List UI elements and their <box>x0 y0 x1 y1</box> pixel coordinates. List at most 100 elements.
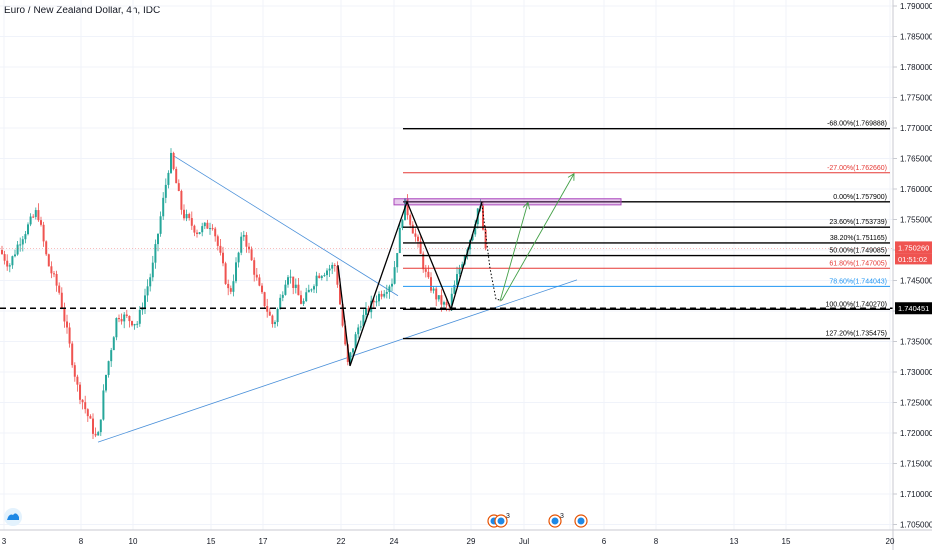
candle-body <box>411 224 414 234</box>
price-tick-label: 1.725000 <box>900 399 932 408</box>
time-tick-label: 8 <box>654 537 659 546</box>
candle-body <box>40 220 42 225</box>
price-tick-label: 1.715000 <box>900 460 932 469</box>
lower-trendline <box>97 279 578 443</box>
last-price-value: 1.750260 <box>898 243 929 252</box>
candle-body <box>315 275 318 287</box>
candle-body <box>118 318 120 320</box>
candle-body <box>328 268 331 271</box>
candle-body <box>229 288 232 292</box>
candle-body <box>352 348 354 353</box>
candle-body <box>92 418 94 434</box>
candle-body <box>393 267 396 284</box>
candle-body <box>320 276 323 278</box>
candle-body <box>71 343 74 366</box>
candle-body <box>344 325 347 345</box>
candle-body <box>133 324 136 326</box>
candle-body <box>287 277 289 285</box>
candle-body <box>461 264 464 269</box>
candle-body <box>276 309 279 323</box>
candle-body <box>427 271 430 278</box>
candle-body <box>196 232 198 234</box>
candle-body <box>201 226 204 233</box>
fib-level-label: 100.00%(1.740270) <box>826 301 888 308</box>
time-tick-label: 10 <box>129 537 138 546</box>
candle-body <box>279 297 282 310</box>
candle-body <box>151 262 154 278</box>
candle-body <box>242 234 245 237</box>
support-price-value: 1.740451 <box>898 304 929 313</box>
time-tick-label: Jul <box>519 537 529 546</box>
resistance-zone <box>393 198 622 206</box>
time-tick-label: 15 <box>782 537 791 546</box>
fib-level-label: 0.00%(1.757900) <box>833 194 887 201</box>
candle-body <box>97 432 100 436</box>
event-badge-d-flag-icon <box>577 517 585 525</box>
fib-level-label: -27.00%(1.762660) <box>827 165 887 172</box>
time-tick-label: 15 <box>207 537 216 546</box>
candle-body <box>50 266 53 274</box>
candle-body <box>474 224 477 235</box>
event-badge-b-count: 3 <box>506 513 510 520</box>
candle-body <box>245 234 248 247</box>
candle-body <box>440 295 443 305</box>
candle-body <box>336 265 339 285</box>
countdown-value: 01:51:02 <box>898 255 927 264</box>
candle-body <box>484 229 487 249</box>
candle-body <box>318 275 321 278</box>
candle-body <box>11 256 14 266</box>
price-axis: 1.790000 1.785000 1.780000 1.775000 1.770000… <box>892 0 932 550</box>
candle-body <box>284 284 287 295</box>
event-badge-b-flag-icon <box>497 517 505 525</box>
candle-body <box>224 263 227 284</box>
candle-body <box>333 264 336 266</box>
candle-body <box>414 233 417 237</box>
candle-body <box>240 236 243 253</box>
candle-body <box>263 292 266 307</box>
candle-body <box>206 222 209 229</box>
candle-body <box>146 286 149 296</box>
candle-body <box>255 274 258 278</box>
candle-body <box>58 285 61 293</box>
candle-body <box>185 214 188 219</box>
trendline-layer <box>97 155 578 443</box>
projection-arrow-short-head <box>522 201 530 210</box>
candle-body <box>232 281 235 292</box>
candle-body <box>310 289 313 291</box>
candle-body <box>388 286 391 292</box>
candle-body <box>42 224 45 242</box>
pattern-layer <box>0 172 893 367</box>
candle-body <box>177 183 180 191</box>
price-tick-label: 1.745000 <box>900 277 932 286</box>
candle-body <box>211 228 214 230</box>
candle-body <box>170 152 172 173</box>
candle-body <box>437 295 440 300</box>
candle-body <box>323 275 326 277</box>
candle-body <box>162 197 165 217</box>
candle-body <box>289 276 292 278</box>
candle-body <box>302 301 305 304</box>
time-tick-label: 6 <box>602 537 607 546</box>
candle-body <box>450 293 453 306</box>
candle-body <box>341 304 344 326</box>
candle-body <box>339 284 341 305</box>
candle-body <box>458 268 461 275</box>
candle-body <box>183 209 185 219</box>
candle-body <box>219 245 222 253</box>
candle-body <box>193 225 196 233</box>
candle-body <box>292 276 295 288</box>
fib-level-label: 50.00%(1.749085) <box>829 248 887 255</box>
candle-body <box>398 227 401 254</box>
projection-arrow-long-shaft <box>501 173 575 301</box>
candle-body <box>164 184 167 198</box>
candle-body <box>144 295 146 310</box>
event-badge-c-flag-icon <box>551 517 559 525</box>
countdown-badge <box>895 253 932 265</box>
candle-body <box>19 244 22 246</box>
event-badge-c-count: 3 <box>560 513 564 520</box>
time-tick-label: 13 <box>730 537 739 546</box>
candle-body <box>268 311 271 316</box>
candle-body <box>198 232 201 234</box>
